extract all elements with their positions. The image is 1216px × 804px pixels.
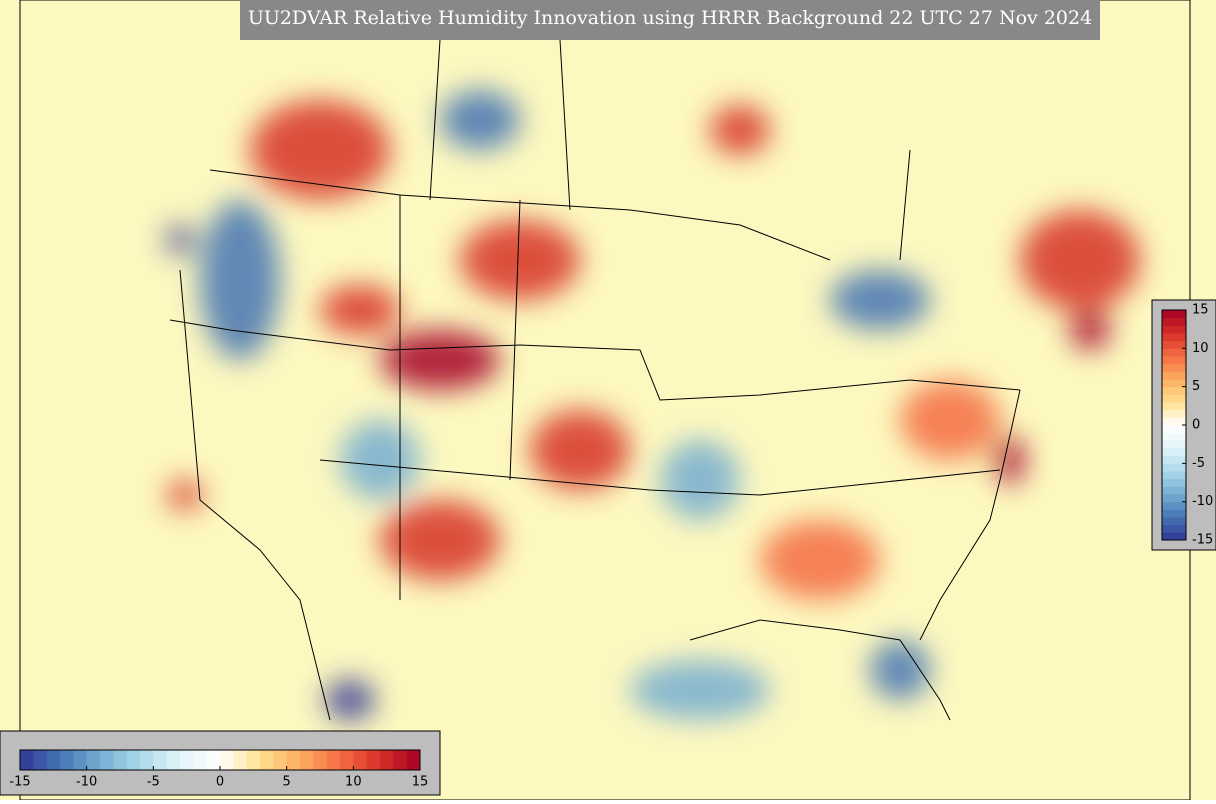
colorbar-segment bbox=[46, 750, 61, 770]
colorbar-segment bbox=[126, 750, 141, 770]
colorbar-segment bbox=[1162, 310, 1186, 319]
colorbar-segment bbox=[1162, 440, 1186, 449]
colorbar-segment bbox=[1162, 509, 1186, 518]
boundaries bbox=[169, 39, 1021, 721]
colorbar-segment bbox=[1162, 524, 1186, 533]
colorbar-segment bbox=[86, 750, 101, 770]
colorbar-segment bbox=[60, 750, 74, 770]
colorbar-segment bbox=[1162, 402, 1186, 411]
colorbar-segment bbox=[273, 750, 288, 770]
colorbar-segment bbox=[193, 750, 208, 770]
colorbar-tick-label: 10 bbox=[345, 775, 362, 790]
colorbar-segment bbox=[1162, 317, 1186, 326]
colorbar-segment bbox=[1162, 340, 1186, 349]
coastline bbox=[689, 619, 951, 721]
colorbar-segment bbox=[1162, 356, 1186, 365]
colorbar-segment bbox=[1162, 494, 1186, 503]
colorbar-segment bbox=[33, 750, 48, 770]
title: UU2DVAR Relative Humidity Innovation usi… bbox=[248, 7, 1092, 29]
colorbar-segment bbox=[366, 750, 381, 770]
colorbar-segment bbox=[380, 750, 394, 770]
colorbar-segment bbox=[220, 750, 234, 770]
colorbar-segment bbox=[73, 750, 88, 770]
boundary-line bbox=[319, 459, 1001, 496]
colorbar-segment bbox=[1162, 455, 1186, 464]
colorbar-segment bbox=[1162, 379, 1186, 388]
colorbar-tick-label: -10 bbox=[76, 775, 97, 790]
colorbar-segment bbox=[1162, 432, 1186, 441]
colorbar-segment bbox=[1162, 333, 1186, 342]
colorbar-segment bbox=[1162, 371, 1186, 380]
colorbar-segment bbox=[406, 750, 421, 770]
colorbar-segment bbox=[140, 750, 154, 770]
colorbar-segment bbox=[1162, 409, 1186, 418]
colorbar-segment bbox=[1162, 348, 1186, 357]
colorbar-tick-label: -15 bbox=[9, 775, 30, 790]
colorbar-segment bbox=[246, 750, 261, 770]
colorbar-segment bbox=[1162, 486, 1186, 495]
colorbar-segment bbox=[100, 750, 114, 770]
colorbar-segment bbox=[20, 750, 34, 770]
colorbar-tick-label: -10 bbox=[1192, 494, 1213, 509]
colorbar-segment bbox=[313, 750, 328, 770]
colorbar-tick-label: 15 bbox=[1192, 303, 1209, 318]
coastline bbox=[179, 269, 331, 721]
colorbar-segment bbox=[113, 750, 128, 770]
colorbar-segment bbox=[1162, 517, 1186, 526]
colorbar-segment bbox=[340, 750, 354, 770]
boundary-line bbox=[169, 319, 1021, 401]
colorbar-segment bbox=[1162, 532, 1186, 541]
colorbar-tick-label: 5 bbox=[283, 775, 291, 790]
colorbar-segment bbox=[153, 750, 168, 770]
colorbar-segment bbox=[1162, 471, 1186, 480]
colorbar-segment bbox=[260, 750, 274, 770]
colorbar-segment bbox=[233, 750, 248, 770]
colorbar-tick-label: 15 bbox=[412, 775, 429, 790]
colorbar-segment bbox=[1162, 501, 1186, 510]
colorbar-segment bbox=[1162, 417, 1186, 426]
boundary-line bbox=[399, 39, 911, 600]
colorbar-segment bbox=[1162, 363, 1186, 372]
colorbar-tick-label: -5 bbox=[1192, 456, 1205, 471]
colorbar-tick-label: -15 bbox=[1192, 533, 1213, 548]
coastline bbox=[919, 389, 1021, 641]
colorbar-segment bbox=[1162, 463, 1186, 472]
colorbar-segment bbox=[1162, 478, 1186, 487]
colorbar-segment bbox=[353, 750, 368, 770]
colorbar-tick-label: -5 bbox=[147, 775, 160, 790]
colorbar-segment bbox=[286, 750, 301, 770]
colorbar-segment bbox=[326, 750, 341, 770]
colorbar-segment bbox=[300, 750, 314, 770]
innovation-field bbox=[166, 90, 1140, 720]
colorbar-segment bbox=[180, 750, 194, 770]
colorbar-segment bbox=[393, 750, 408, 770]
colorbar-segment bbox=[1162, 425, 1186, 434]
colorbar-segment bbox=[1162, 394, 1186, 403]
colorbar-segment bbox=[206, 750, 221, 770]
colorbar-segment bbox=[1162, 448, 1186, 457]
colorbar-segment bbox=[166, 750, 181, 770]
colorbar-tick-label: 5 bbox=[1192, 379, 1200, 394]
colorbar-segment bbox=[1162, 325, 1186, 334]
colorbar-tick-label: 0 bbox=[1192, 418, 1200, 433]
colorbar-segment bbox=[1162, 386, 1186, 395]
title-box bbox=[240, 0, 1100, 40]
colorbar-tick-label: 0 bbox=[216, 775, 224, 790]
colorbar-tick-label: 10 bbox=[1192, 341, 1209, 356]
boundary-line bbox=[209, 169, 831, 261]
